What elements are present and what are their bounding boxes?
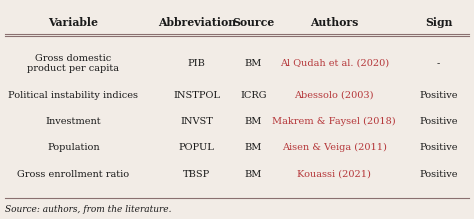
Text: TBSP: TBSP xyxy=(183,170,210,179)
Text: Source: Source xyxy=(232,18,275,28)
Text: Positive: Positive xyxy=(419,143,458,152)
Text: PIB: PIB xyxy=(188,59,206,68)
Text: INVST: INVST xyxy=(180,117,213,126)
Text: Political instability indices: Political instability indices xyxy=(9,91,138,100)
Text: Population: Population xyxy=(47,143,100,152)
Text: Positive: Positive xyxy=(419,170,458,179)
Text: Source: authors, from the literature.: Source: authors, from the literature. xyxy=(5,205,171,214)
Text: Authors: Authors xyxy=(310,18,358,28)
Text: Abbreviation: Abbreviation xyxy=(158,18,236,28)
Text: BM: BM xyxy=(245,117,262,126)
Text: Variable: Variable xyxy=(48,18,99,28)
Text: Kouassi (2021): Kouassi (2021) xyxy=(297,170,371,179)
Text: INSTPOL: INSTPOL xyxy=(173,91,220,100)
Text: Gross enrollment ratio: Gross enrollment ratio xyxy=(18,170,129,179)
Text: Abessolo (2003): Abessolo (2003) xyxy=(294,91,374,100)
Text: Al Qudah et al. (2020): Al Qudah et al. (2020) xyxy=(280,59,389,68)
Text: Aisen & Veiga (2011): Aisen & Veiga (2011) xyxy=(282,143,387,152)
Text: BM: BM xyxy=(245,59,262,68)
Text: ICRG: ICRG xyxy=(240,91,267,100)
Text: Positive: Positive xyxy=(419,91,458,100)
Text: POPUL: POPUL xyxy=(179,143,215,152)
Text: Investment: Investment xyxy=(46,117,101,126)
Text: Gross domestic
product per capita: Gross domestic product per capita xyxy=(27,54,119,73)
Text: BM: BM xyxy=(245,143,262,152)
Text: -: - xyxy=(437,59,440,68)
Text: Makrem & Faysel (2018): Makrem & Faysel (2018) xyxy=(273,117,396,126)
Text: Positive: Positive xyxy=(419,117,458,126)
Text: BM: BM xyxy=(245,170,262,179)
Text: Sign: Sign xyxy=(425,18,452,28)
